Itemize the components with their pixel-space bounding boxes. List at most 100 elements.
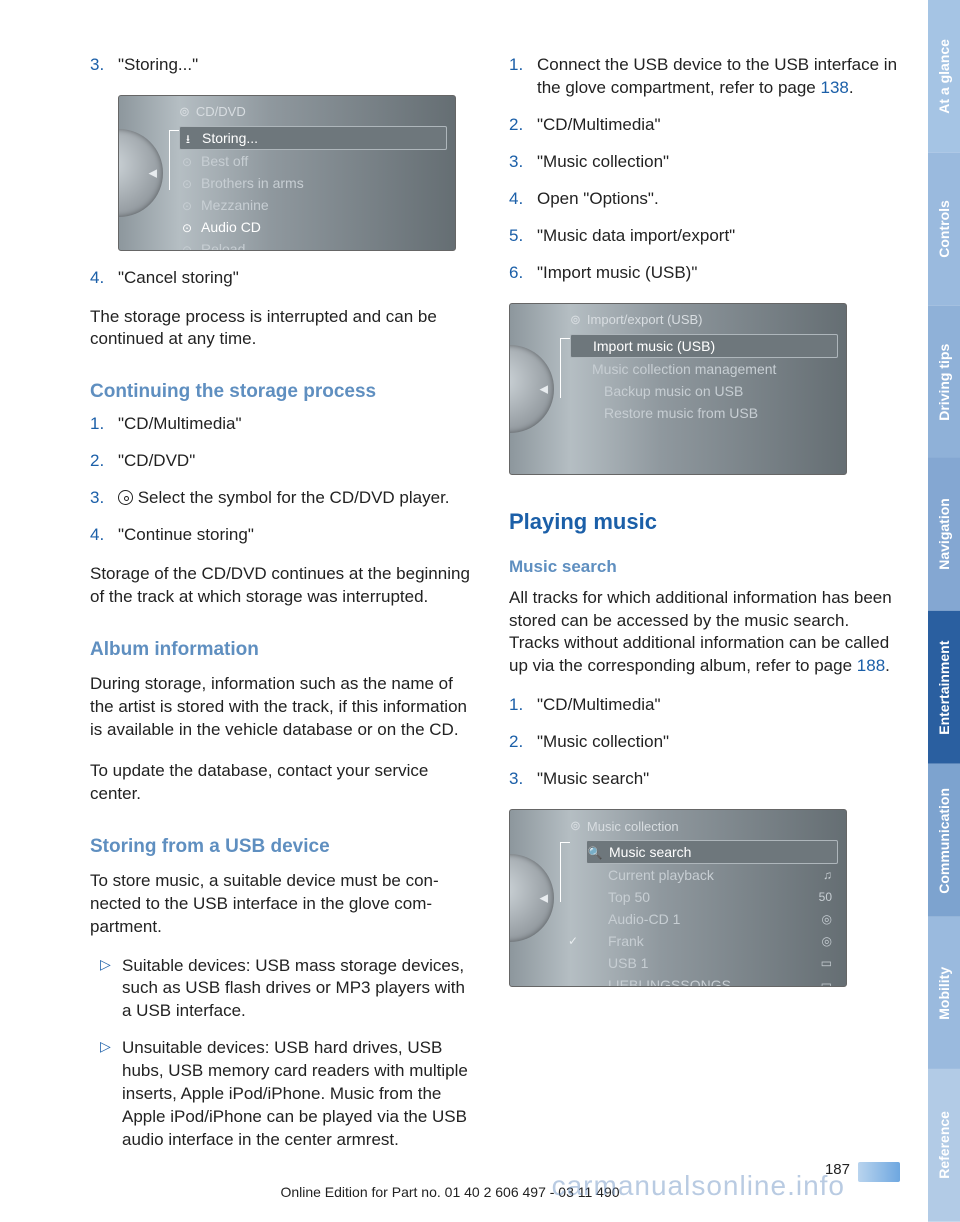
page-link[interactable]: 138 [821, 78, 849, 97]
cd-symbol-icon [118, 490, 133, 505]
heading-usb: Storing from a USB device [90, 836, 479, 858]
screen-list: Import music (USB) Music collection manag… [570, 334, 838, 424]
tab-driving-tips[interactable]: Driving tips [928, 306, 960, 459]
row-label: Music search [609, 844, 691, 860]
row-icon: ⭳ [180, 130, 196, 148]
list-item: 2."CD/DVD" [90, 450, 479, 473]
row-label: Current playback [608, 867, 714, 883]
screen-row: ⊙ Audio CD [179, 216, 447, 238]
page-number-decoration [858, 1162, 900, 1182]
row-label: Audio CD [201, 219, 261, 235]
paragraph: The storage process is interrupted and c… [90, 306, 479, 352]
screen-row: Top 5050 [586, 886, 838, 908]
list-item: 2."CD/Multimedia" [509, 114, 898, 137]
screen-list: 🔍Music searchCurrent playback♫Top 5050Au… [586, 840, 838, 987]
list-item: 1."CD/Multimedia" [90, 413, 479, 436]
tab-communication[interactable]: Communication [928, 764, 960, 917]
idrive-screenshot-import: ⊚ Import/export (USB) Import music (USB)… [509, 303, 847, 475]
controller-knob-icon [509, 345, 554, 433]
heading-continuing: Continuing the storage process [90, 381, 479, 403]
list-item: 6."Import music (USB)" [509, 262, 898, 285]
left-column: 3. "Storing..." ⊚ CD/DVD ⭳Storing...⊙Bes… [90, 50, 479, 1162]
screen-row: ⭳ Storing... [179, 126, 447, 150]
screen-row: ⊙Brothers in arms [179, 172, 447, 194]
tab-navigation[interactable]: Navigation [928, 458, 960, 611]
row-label: LIEBLINGSSONGS [608, 977, 731, 987]
bullet-icon: ▷ [100, 1037, 122, 1152]
row-label: Storing... [202, 130, 258, 146]
row-label: Mezzanine [201, 197, 269, 213]
section-tabs: At a glance Controls Driving tips Naviga… [928, 0, 960, 1222]
screen-list: ⭳Storing...⊙Best off⊙Brothers in arms⊙Me… [179, 126, 447, 251]
row-icon: ⊙ [179, 197, 195, 215]
bullet-item: ▷Unsuitable devices: USB hard drives, US… [100, 1037, 479, 1152]
row-icon: 🔍 [587, 844, 603, 862]
screen-row: Current playback ♫ [586, 864, 838, 886]
screen-title: ⊚ Music collection [570, 818, 679, 834]
step-cancel: 4. "Cancel storing" [90, 267, 479, 290]
row-label: Music collection management [592, 361, 776, 377]
paragraph: Storage of the CD/DVD continues at the b… [90, 563, 479, 609]
step-number: 3. [90, 54, 118, 77]
row-label: Top 50 [608, 889, 650, 905]
list-item: 1."CD/Multimedia" [509, 694, 898, 717]
row-icon: ⊙ [179, 175, 195, 193]
tab-entertainment[interactable]: Entertainment [928, 611, 960, 764]
row-icon: ⊙ [179, 219, 195, 237]
tab-reference[interactable]: Reference [928, 1069, 960, 1222]
heading-playing: Playing music [509, 509, 898, 535]
controller-knob-icon [509, 854, 554, 942]
page-link[interactable]: 188 [857, 656, 885, 675]
screen-row: ✓Frank◎ [586, 930, 838, 952]
tab-at-a-glance[interactable]: At a glance [928, 0, 960, 153]
row-label: Backup music on USB [604, 383, 743, 399]
controller-knob-icon [118, 129, 163, 217]
list-item: 2."Music collection" [509, 731, 898, 754]
row-label: Reload [201, 241, 245, 251]
check-icon: ✓ [568, 932, 578, 950]
screen-row: Restore music from USB [570, 402, 838, 424]
disc-icon: ⊚ [179, 104, 190, 120]
right-column: 1. Connect the USB device to the USB int… [509, 50, 898, 1162]
screen-row: Audio-CD 1 ◎ [586, 908, 838, 930]
callout-line [560, 338, 570, 398]
screen-row: Music collection management [570, 358, 838, 380]
step-number: 4. [90, 267, 118, 290]
row-label: Frank [608, 933, 644, 949]
row-right-icon: ◎ [822, 910, 832, 928]
list-item: 1. Connect the USB device to the USB int… [509, 54, 898, 100]
row-label: Best off [201, 153, 248, 169]
tab-mobility[interactable]: Mobility [928, 917, 960, 1070]
heading-music-search: Music search [509, 557, 898, 577]
list-item: 3."Music collection" [509, 151, 898, 174]
screen-row: Backup music on USB [570, 380, 838, 402]
list-item: 4.Open "Options". [509, 188, 898, 211]
screen-row: ⊙Best off [179, 150, 447, 172]
screen-row: 🔍 Music search [586, 840, 838, 864]
list-item: 5."Music data import/export" [509, 225, 898, 248]
callout-line [560, 842, 570, 902]
row-right-icon: ▭ [821, 954, 832, 972]
tab-controls[interactable]: Controls [928, 153, 960, 306]
paragraph: During storage, information such as the … [90, 673, 479, 742]
row-right-icon: ♫ [823, 866, 832, 884]
list-item: 3."Music search" [509, 768, 898, 791]
disc-icon: ⊚ [570, 312, 581, 328]
row-right-icon: ◎ [822, 932, 832, 950]
heading-album: Album information [90, 639, 479, 661]
step-text: "Storing..." [118, 54, 479, 77]
row-label: Restore music from USB [604, 405, 758, 421]
row-label: Audio-CD 1 [608, 911, 680, 927]
step-text: "Cancel storing" [118, 267, 479, 290]
bullet-item: ▷Suitable devices: USB mass storage devi… [100, 955, 479, 1024]
callout-line [169, 130, 179, 190]
watermark: carmanualsonline.info [552, 1170, 845, 1202]
idrive-screenshot-collection: ⊚ Music collection 🔍 Music search Current … [509, 809, 847, 987]
bullet-icon: ▷ [100, 955, 122, 1024]
row-label: USB 1 [608, 955, 648, 971]
screen-title: ⊚ CD/DVD [179, 104, 246, 120]
row-icon: ⊙ [179, 241, 195, 251]
disc-icon: ⊚ [570, 818, 581, 834]
step-storing: 3. "Storing..." [90, 54, 479, 77]
row-label: Import music (USB) [593, 338, 715, 354]
